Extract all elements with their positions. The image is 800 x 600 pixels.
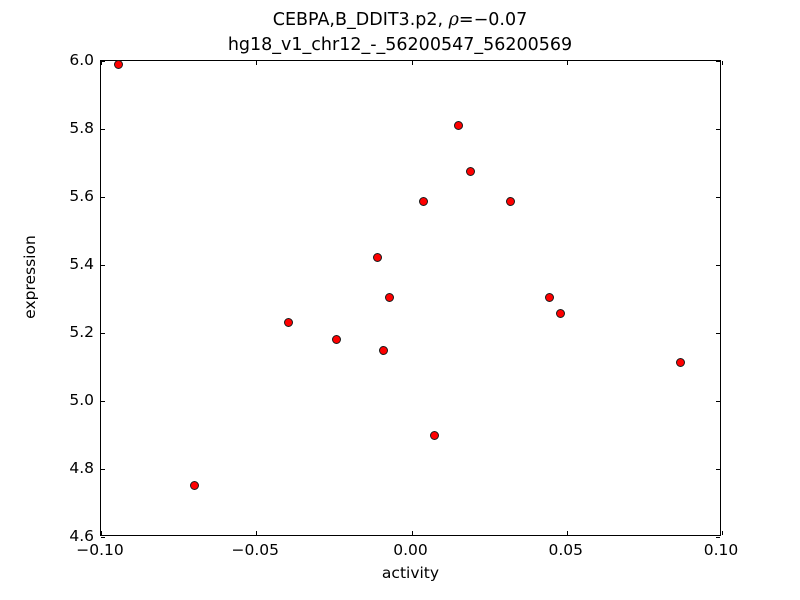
scatter-point [430, 430, 440, 440]
rho-symbol: ρ [448, 10, 459, 30]
y-tick-mark-right [716, 333, 720, 334]
scatter-point [385, 293, 395, 303]
y-tick-mark [101, 333, 105, 334]
chart-title: CEBPA,B_DDIT3.p2, ρ=−0.07 hg18_v1_chr12_… [0, 8, 800, 58]
y-tick-label: 4.6 [69, 527, 94, 545]
scatter-point [556, 309, 566, 319]
scatter-point [379, 345, 389, 355]
y-tick-label: 4.8 [69, 459, 94, 477]
x-tick-mark-top [566, 61, 568, 65]
y-tick-mark [101, 537, 105, 538]
y-tick-mark [101, 197, 105, 198]
y-tick-label: 5.2 [69, 323, 94, 341]
y-tick-mark-right [716, 537, 720, 538]
scatter-point [675, 357, 685, 367]
x-tick-mark [256, 531, 258, 535]
y-tick-label: 5.0 [69, 391, 94, 409]
y-tick-mark [101, 469, 105, 470]
scatter-point [332, 334, 342, 344]
y-tick-mark [101, 265, 105, 266]
rho-value: −0.07 [473, 10, 528, 30]
y-tick-mark-right [716, 265, 720, 266]
scatter-point [284, 318, 294, 328]
scatter-point [113, 59, 123, 69]
y-tick-mark [101, 401, 105, 402]
chart-title-line-1: CEBPA,B_DDIT3.p2, ρ=−0.07 [0, 8, 800, 33]
x-axis-tick-labels: −0.10 −0.05 0.00 0.05 0.10 [76, 541, 738, 562]
scatter-point [453, 120, 463, 130]
x-tick-mark [101, 531, 102, 535]
x-tick-mark [566, 531, 568, 535]
scatter-point [419, 197, 429, 207]
y-tick-mark [101, 61, 105, 62]
scatter-point [506, 197, 516, 207]
x-tick-label: −0.05 [231, 541, 280, 559]
y-axis-label: expression [21, 235, 39, 319]
y-tick-mark-right [716, 197, 720, 198]
x-tick-label: 0.05 [548, 541, 583, 559]
x-tick-mark-top [411, 61, 413, 65]
y-tick-mark-right [716, 469, 720, 470]
y-tick-label: 5.4 [69, 255, 94, 273]
rho-equals: = [458, 10, 474, 30]
scatter-point [372, 253, 382, 263]
x-tick-mark-top [256, 61, 258, 65]
y-tick-mark-right [716, 129, 720, 130]
y-tick-mark-right [716, 401, 720, 402]
y-tick-label: 5.8 [69, 119, 94, 137]
x-tick-label: 0.10 [703, 541, 739, 559]
y-axis-tick-labels: 4.6 4.8 5.0 5.2 5.4 5.6 5.8 6.0 [48, 52, 94, 544]
scatter-point [189, 480, 199, 490]
chart-title-main: CEBPA,B_DDIT3.p2, [272, 10, 449, 30]
x-tick-label: −0.10 [76, 541, 124, 559]
x-tick-mark [722, 531, 723, 535]
scatter-point [465, 167, 475, 176]
x-tick-label: 0.00 [393, 541, 428, 559]
x-tick-mark-top [101, 61, 102, 65]
scatter-plot-area [101, 59, 720, 535]
plot-axes-frame [100, 59, 723, 538]
x-tick-mark-top [722, 61, 723, 65]
scatter-point [545, 292, 555, 302]
y-tick-mark-right [716, 61, 720, 62]
y-tick-label: 6.0 [69, 51, 94, 69]
y-tick-mark [101, 129, 105, 130]
y-tick-label: 5.6 [69, 187, 94, 205]
chart-title-line-2: hg18_v1_chr12_-_56200547_56200569 [227, 35, 573, 55]
x-axis-label: activity [381, 564, 440, 582]
x-tick-mark [411, 531, 413, 535]
